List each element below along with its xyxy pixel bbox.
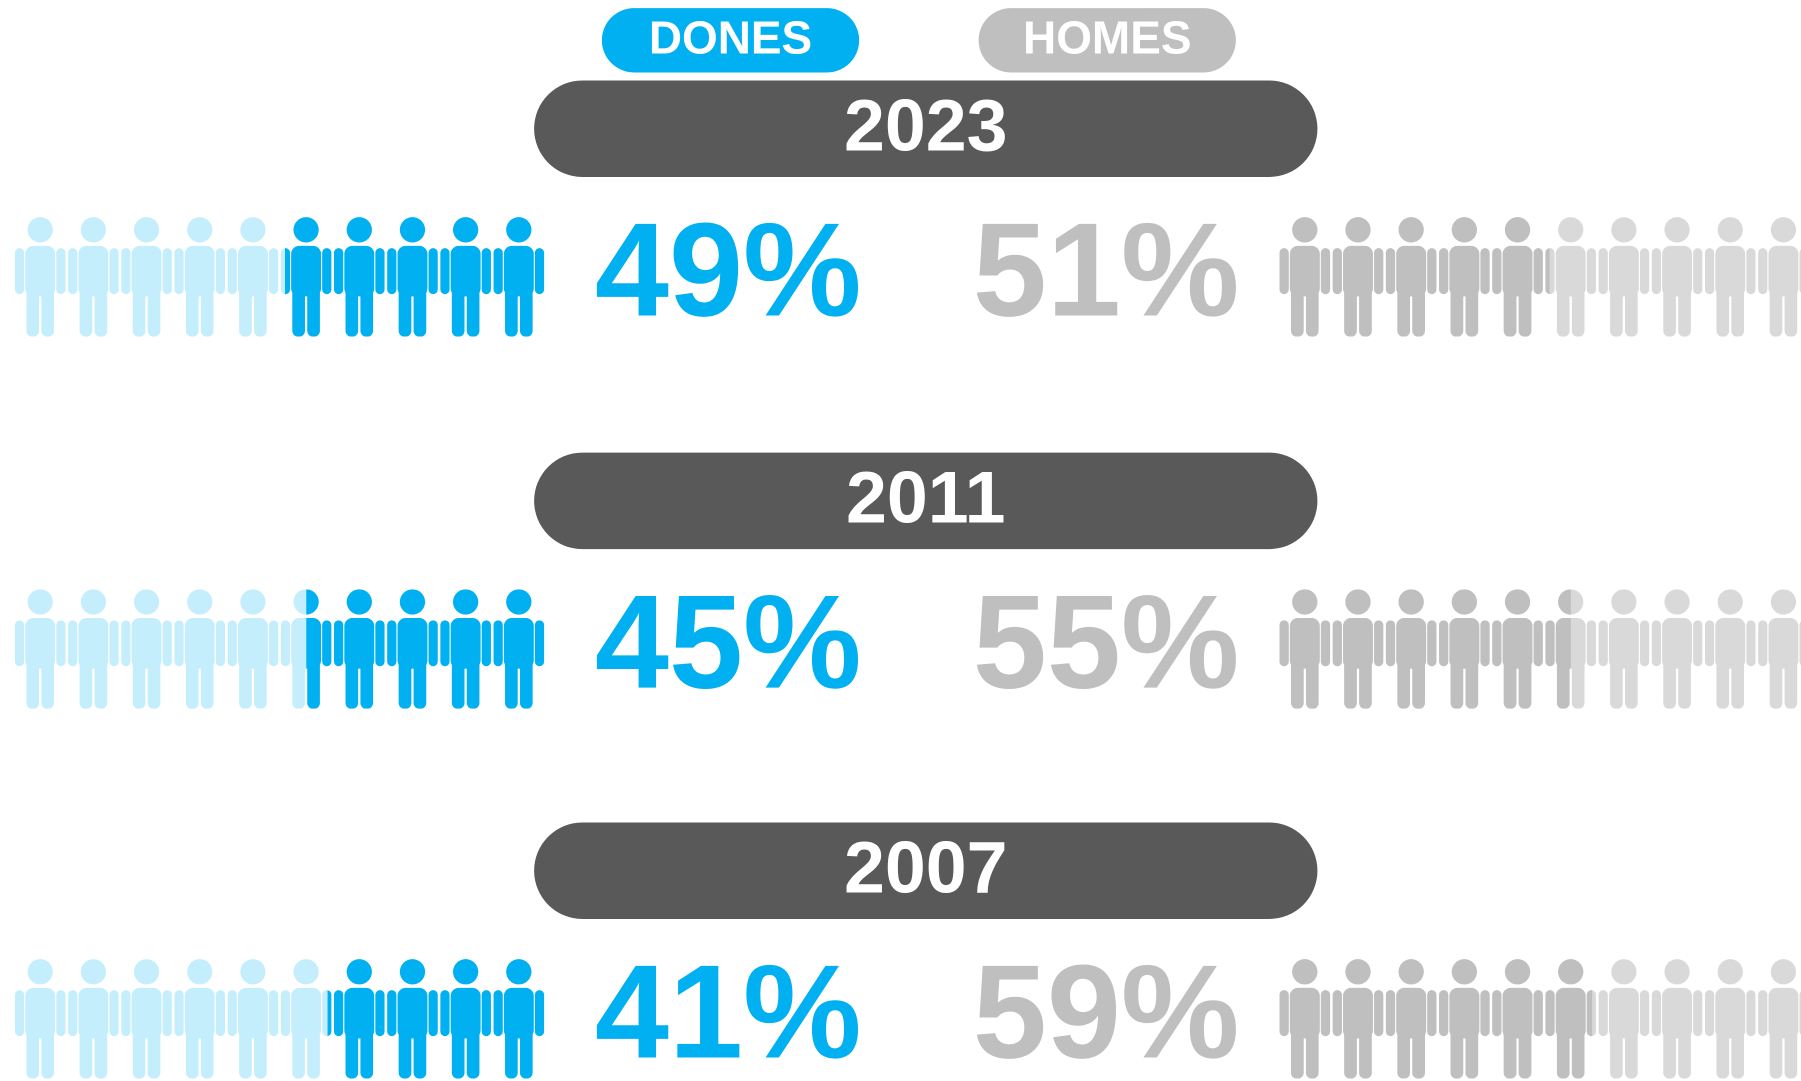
person-icon — [174, 217, 225, 336]
person-icon — [440, 589, 491, 708]
person-icon — [1280, 959, 1331, 1078]
person-icon — [440, 959, 491, 1078]
person-icon — [1280, 217, 1331, 336]
person-icon — [1386, 589, 1437, 708]
person-icon — [228, 217, 279, 336]
person-icon — [15, 959, 66, 1078]
year-label: 2023 — [844, 83, 1008, 166]
legend-pill — [978, 8, 1236, 73]
value-label: 51% — [973, 196, 1240, 345]
value-label: 45% — [595, 568, 862, 717]
person-icon — [1705, 589, 1756, 708]
legend-label: HOMES — [1023, 12, 1191, 64]
person-icon — [387, 217, 438, 336]
person-icon — [440, 217, 491, 336]
person-icon — [15, 217, 66, 336]
person-icon — [1439, 589, 1490, 708]
person-icon — [494, 217, 545, 336]
legend-label: DONES — [649, 12, 812, 64]
person-icon — [1758, 217, 1801, 336]
value-label: 55% — [973, 568, 1240, 717]
person-icon — [1439, 959, 1490, 1078]
person-icon — [15, 589, 66, 708]
person-icon — [1439, 217, 1490, 336]
person-icon — [1333, 217, 1384, 336]
person-icon — [1599, 217, 1650, 336]
year-pill — [534, 452, 1318, 550]
person-icon — [281, 959, 332, 1078]
person-icon — [1599, 589, 1650, 708]
person-icon — [334, 589, 385, 708]
person-icon — [228, 589, 279, 708]
person-icon — [121, 959, 172, 1078]
person-icon — [1333, 959, 1384, 1078]
person-icon — [494, 589, 545, 708]
value-label: 59% — [973, 938, 1240, 1081]
person-icon — [1492, 959, 1543, 1078]
person-icon — [174, 959, 225, 1078]
person-icon — [1758, 589, 1801, 708]
year-pill — [534, 822, 1318, 919]
person-icon — [1705, 217, 1756, 336]
person-icon — [1652, 959, 1703, 1078]
value-label: 41% — [595, 938, 862, 1081]
person-icon — [1492, 217, 1543, 336]
person-icon — [174, 589, 225, 708]
person-icon — [121, 589, 172, 708]
person-icon — [1545, 959, 1596, 1078]
person-icon — [68, 589, 119, 708]
person-icon — [1545, 217, 1596, 336]
person-icon — [1652, 217, 1703, 336]
person-icon — [1492, 589, 1543, 708]
person-icon — [494, 959, 545, 1078]
person-icon — [1280, 589, 1331, 708]
person-icon — [1386, 217, 1437, 336]
person-icon — [1758, 959, 1801, 1078]
person-icon — [387, 959, 438, 1078]
year-label: 2007 — [844, 825, 1008, 908]
person-icon — [334, 959, 385, 1078]
person-icon — [228, 959, 279, 1078]
year-label: 2011 — [846, 456, 1005, 539]
person-icon — [68, 217, 119, 336]
person-icon — [281, 217, 332, 336]
person-icon — [121, 217, 172, 336]
person-icon — [387, 589, 438, 708]
person-icon — [1333, 589, 1384, 708]
legend-pill — [601, 8, 860, 73]
person-icon — [1705, 959, 1756, 1078]
value-label: 49% — [595, 196, 862, 345]
person-icon — [1652, 589, 1703, 708]
year-pill — [534, 80, 1318, 177]
person-icon — [1386, 959, 1437, 1078]
person-icon — [68, 959, 119, 1078]
person-icon — [1599, 959, 1650, 1078]
person-icon — [334, 217, 385, 336]
